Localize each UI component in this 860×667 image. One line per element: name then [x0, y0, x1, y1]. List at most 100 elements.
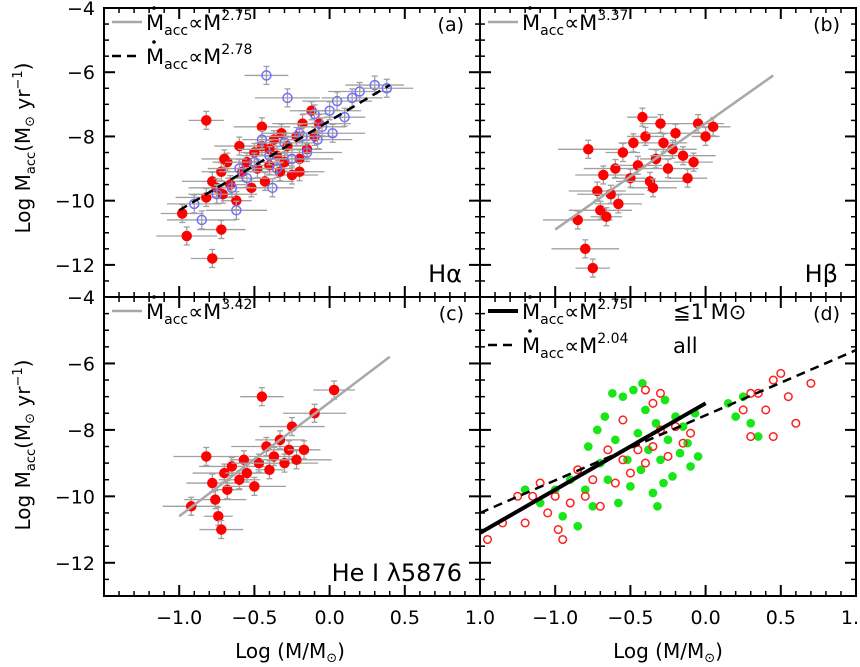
data-point-filled	[613, 198, 624, 210]
data-point-filled	[637, 111, 648, 123]
fit-line	[480, 401, 707, 535]
legend-rel: ∝M	[564, 334, 597, 358]
data-point-green	[648, 488, 658, 498]
data-point-green	[592, 425, 602, 435]
y-tick-label: −10	[55, 191, 95, 213]
y-tick-label: −4	[67, 287, 95, 309]
data-point-filled	[216, 224, 227, 235]
data-point-filled	[610, 163, 621, 174]
legend-exp: 2.04	[597, 331, 628, 347]
legend-dot	[528, 295, 532, 299]
x-tick-label: 0.0	[690, 607, 720, 629]
data-point-green	[660, 395, 670, 405]
fit-line	[178, 355, 391, 518]
legend-text: Macc∝M3.42	[146, 297, 252, 328]
data-point-open-red	[776, 368, 786, 378]
data-point-green	[656, 455, 665, 465]
data-point-open	[346, 92, 358, 104]
data-point-filled	[256, 121, 268, 133]
x-tick-label: −1.0	[532, 607, 578, 629]
data-point-filled	[210, 494, 221, 505]
data-point-open-red	[768, 375, 778, 385]
data-point-open	[324, 105, 335, 117]
fit-line	[554, 74, 775, 231]
data-point-open-red	[625, 468, 635, 478]
data-point-filled	[598, 169, 609, 181]
data-point-open-red	[528, 491, 538, 501]
legend-sub: acc	[164, 23, 188, 39]
fit-line	[480, 349, 856, 515]
data-point-open-red	[610, 478, 620, 488]
data-point-open-red	[553, 525, 563, 535]
data-point-green	[600, 412, 610, 421]
data-point-filled	[587, 262, 599, 274]
data-point-filled	[592, 185, 603, 197]
data-point-filled	[628, 137, 639, 149]
data-point-open	[271, 163, 283, 174]
data-point-filled	[655, 118, 666, 129]
data-point-filled	[238, 454, 250, 466]
data-point-open	[286, 153, 298, 165]
legend-exp: 3.37	[597, 8, 628, 24]
data-point-filled	[176, 208, 188, 219]
data-point-green	[653, 501, 662, 511]
data-point-open	[264, 150, 275, 161]
data-point-open-red	[783, 392, 793, 402]
data-point-green	[651, 418, 661, 428]
data-point-open-red	[655, 388, 666, 398]
panel-b: (b) Hβ Macc∝M3.37	[479, 6, 857, 298]
data-point-filled	[572, 214, 584, 226]
data-point-filled	[658, 137, 669, 149]
legend-rel: ∝M	[188, 11, 221, 35]
panel-label: (b)	[813, 14, 840, 36]
legend-dot	[528, 329, 532, 333]
legend-exp: 2.75	[221, 8, 252, 24]
data-point-open-red	[580, 491, 590, 501]
data-point-green	[583, 442, 593, 451]
panel-label: (a)	[438, 14, 464, 36]
legend-text: Macc∝M2.04	[522, 331, 628, 362]
data-point-filled	[219, 153, 230, 165]
fit-line	[178, 83, 391, 212]
data-point-green	[580, 485, 590, 495]
data-point-filled	[640, 131, 651, 142]
panel-c: −1.0 −0.5 0.0 0.5 1.0 −12 −10 −8 −6 −4 (c) He I λ58…	[55, 287, 495, 629]
data-point-open-red	[595, 501, 605, 511]
data-point-filled	[256, 391, 268, 402]
data-point-filled	[222, 484, 233, 495]
data-point-open	[188, 198, 200, 210]
x-tick-label: −0.5	[231, 607, 277, 629]
y-tick-label: −8	[67, 420, 95, 442]
data-point-filled	[181, 230, 192, 242]
data-point-filled	[268, 451, 280, 462]
y-tick-label: −6	[67, 353, 95, 375]
x-tick-label: 0.5	[766, 607, 796, 629]
legend-exp: 2.78	[221, 42, 252, 58]
data-point-filled	[291, 454, 302, 466]
data-point-filled	[279, 457, 290, 469]
data-point-open	[282, 92, 293, 104]
data-point-green	[641, 405, 650, 415]
legend-dot	[528, 6, 532, 10]
data-point-filled	[688, 156, 699, 168]
data-point-filled	[241, 467, 253, 479]
data-point-open-red	[738, 405, 748, 415]
data-point-open-red	[558, 534, 568, 545]
data-point-open-red	[678, 438, 688, 448]
data-point-open-red	[565, 498, 575, 508]
panel-d: −1.0−0.50.00.51.0(d)Macc∝M2.75≦1 M⊙Macc∝…	[479, 295, 860, 629]
data-point-open	[316, 121, 328, 133]
data-point-open	[339, 111, 350, 123]
legend-dot	[152, 6, 156, 10]
data-point-open-red	[588, 475, 598, 485]
data-point-filled	[328, 384, 340, 396]
data-point-green	[629, 385, 638, 395]
data-point-open-red	[482, 534, 493, 545]
y-tick-label: −12	[55, 553, 95, 575]
data-point-filled	[249, 481, 260, 492]
data-point-open	[309, 108, 320, 120]
data-point-green	[659, 478, 668, 488]
data-point-green	[558, 511, 568, 521]
y-tick-label: −10	[55, 486, 95, 508]
